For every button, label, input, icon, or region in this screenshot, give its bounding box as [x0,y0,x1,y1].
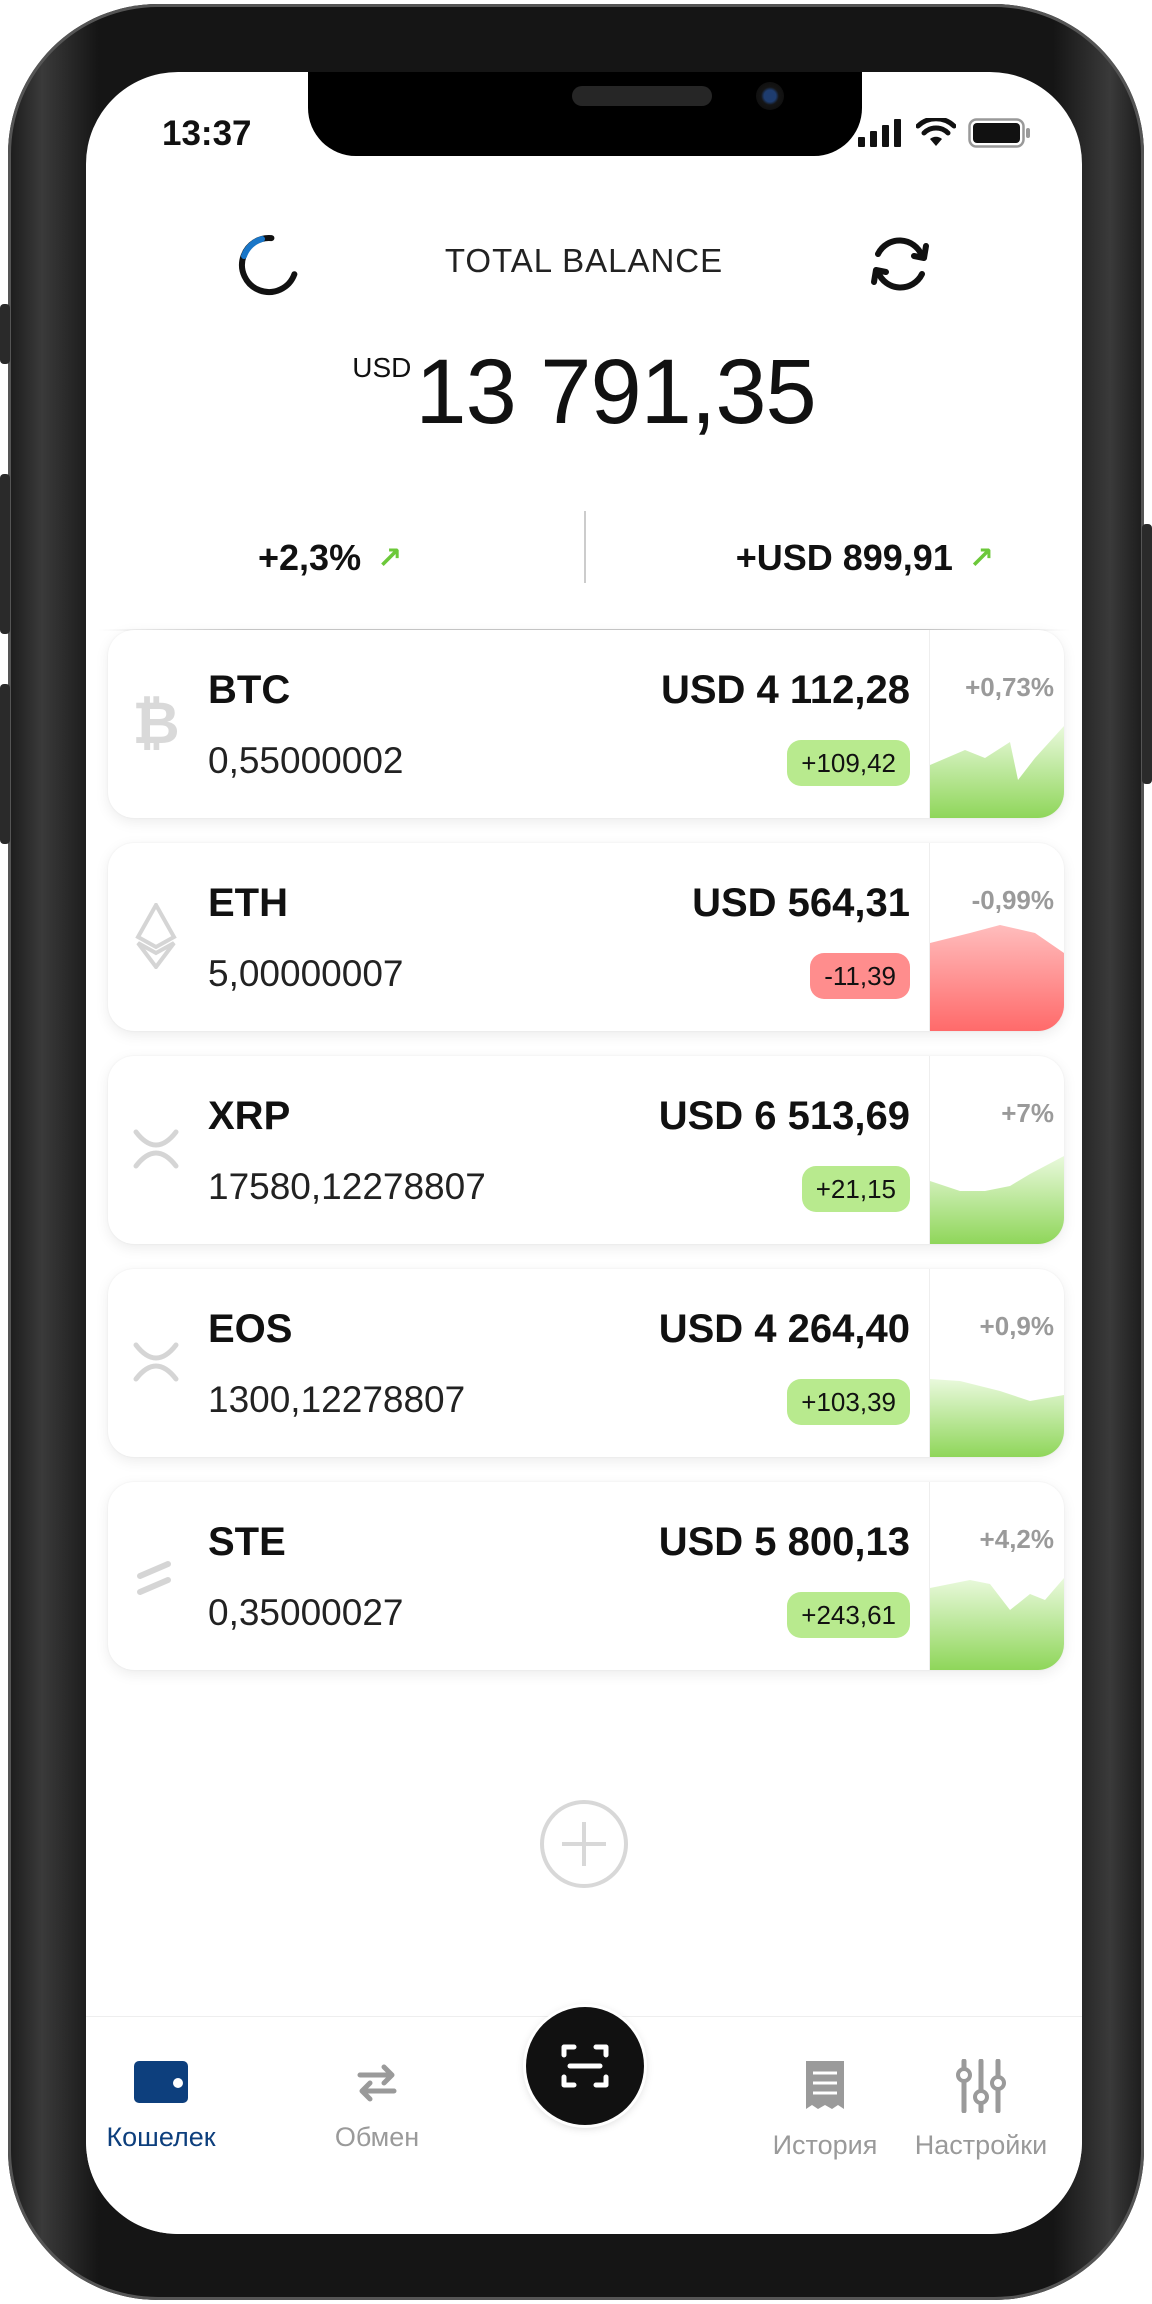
coin-delta-badge: +21,15 [801,1166,910,1212]
coin-symbol: BTC [208,668,291,712]
screen: 13:37 TOTAL BALANCE [86,72,1082,2234]
bitcoin-icon: ₿ [132,691,180,756]
wallet-icon [134,2061,188,2103]
speaker [572,86,712,106]
tab-wallet[interactable]: Кошелек [86,2059,256,2153]
coin-card-eth[interactable]: ETH 5,00000007 USD 564,31 -11,39 -0,99% [108,843,1064,1031]
status-icons [858,118,1032,148]
coin-amount: 0,55000002 [208,740,404,781]
power-button [1142,524,1152,784]
tab-exchange[interactable]: Обмен [282,2059,472,2153]
divider [584,511,586,583]
coin-delta-badge: +103,39 [787,1379,910,1425]
coin-card-eos[interactable]: EOS 1300,12278807 USD 4 264,40 +103,39 +… [108,1269,1064,1457]
total-balance-title: TOTAL BALANCE [444,242,724,279]
refresh-icon[interactable] [866,230,934,298]
eos-icon [133,1342,179,1382]
status-time: 13:37 [162,114,252,153]
tab-bar: Кошелек Обмен История [86,2007,1082,2234]
coin-value: USD 5 800,13 [658,1520,910,1564]
sparkline-chart [930,1379,1064,1457]
coin-amount: 5,00000007 [208,953,404,994]
coin-percent: +7% [1001,1098,1054,1128]
coin-list: ₿ BTC 0,55000002 USD 4 112,28 +109,42 +0… [108,630,1064,1695]
coin-card-btc[interactable]: ₿ BTC 0,55000002 USD 4 112,28 +109,42 +0… [108,630,1064,818]
coin-card-ste[interactable]: STE 0,35000027 USD 5 800,13 +243,61 +4,2… [108,1482,1064,1670]
arrow-up-right-icon: ↗ [968,541,994,575]
add-coin-button[interactable] [540,1800,628,1888]
sparkline: +0,9% [929,1269,1064,1457]
total-balance: USD13 791,35 [86,340,1082,445]
exchange-icon [357,2064,397,2102]
coin-value: USD 564,31 [692,881,910,925]
coin-percent: +4,2% [979,1524,1054,1554]
volume-up-button [0,474,10,634]
phone-frame: 13:37 TOTAL BALANCE [0,4,1152,2300]
receipt-icon [806,2061,844,2109]
sparkline-chart [930,1578,1064,1670]
coin-delta-badge: +243,61 [787,1592,910,1638]
balance-amount: 13 791,35 [415,341,816,443]
coin-percent: +0,73% [965,672,1054,702]
sparkline-chart [930,1156,1064,1244]
sparkline: +4,2% [929,1482,1064,1670]
wifi-icon [916,118,956,146]
coin-value: USD 4 264,40 [658,1307,910,1351]
mute-switch [0,304,10,364]
tab-history[interactable]: История [730,2059,920,2161]
ste-icon [137,1561,171,1595]
sparkline: -0,99% [929,843,1064,1031]
change-amount-value: +USD 899,91 [735,537,953,578]
sparkline-chart [930,726,1064,818]
ripple-icon [133,1129,179,1169]
tab-label: Настройки [914,2130,1048,2160]
sliders-icon [956,2058,1006,2114]
change-percent: +2,3% ↗ [258,537,402,579]
sparkline: +0,73% [929,630,1064,818]
coin-value: USD 4 112,28 [660,668,910,712]
ethereum-icon [135,903,177,969]
coin-amount: 1300,12278807 [208,1379,466,1420]
coin-card-xrp[interactable]: XRP 17580,12278807 USD 6 513,69 +21,15 +… [108,1056,1064,1244]
arrow-up-right-icon: ↗ [377,541,403,575]
coin-amount: 0,35000027 [208,1592,404,1633]
signal-icon [858,119,901,147]
scan-qr-button[interactable] [526,2007,644,2125]
scan-icon [561,2044,609,2088]
front-camera [756,82,784,110]
coin-symbol: ETH [208,881,288,925]
volume-down-button [0,684,10,844]
coin-delta-badge: -11,39 [810,953,910,999]
tab-label: История [772,2130,878,2160]
coin-percent: -0,99% [971,885,1054,915]
balance-currency: USD [352,352,412,383]
coin-amount: 17580,12278807 [208,1166,486,1207]
coin-symbol: EOS [208,1307,293,1351]
coin-symbol: STE [208,1520,286,1564]
tab-label: Кошелек [106,2122,216,2152]
sparkline: +7% [929,1056,1064,1244]
tab-label: Обмен [334,2122,420,2152]
coin-percent: +0,9% [979,1311,1054,1341]
change-amount: +USD 899,91 ↗ [736,537,994,579]
battery-icon [968,118,1030,148]
coin-value: USD 6 513,69 [658,1094,910,1138]
change-percent-value: +2,3% [258,537,362,578]
tab-settings[interactable]: Настройки [886,2058,1076,2161]
sparkline-chart [930,925,1064,1031]
notch [308,72,862,156]
coin-delta-badge: +109,42 [787,740,910,786]
coin-symbol: XRP [208,1094,291,1138]
loading-spinner-icon [239,235,299,295]
balance-changes: +2,3% ↗ +USD 899,91 ↗ [86,497,1082,632]
